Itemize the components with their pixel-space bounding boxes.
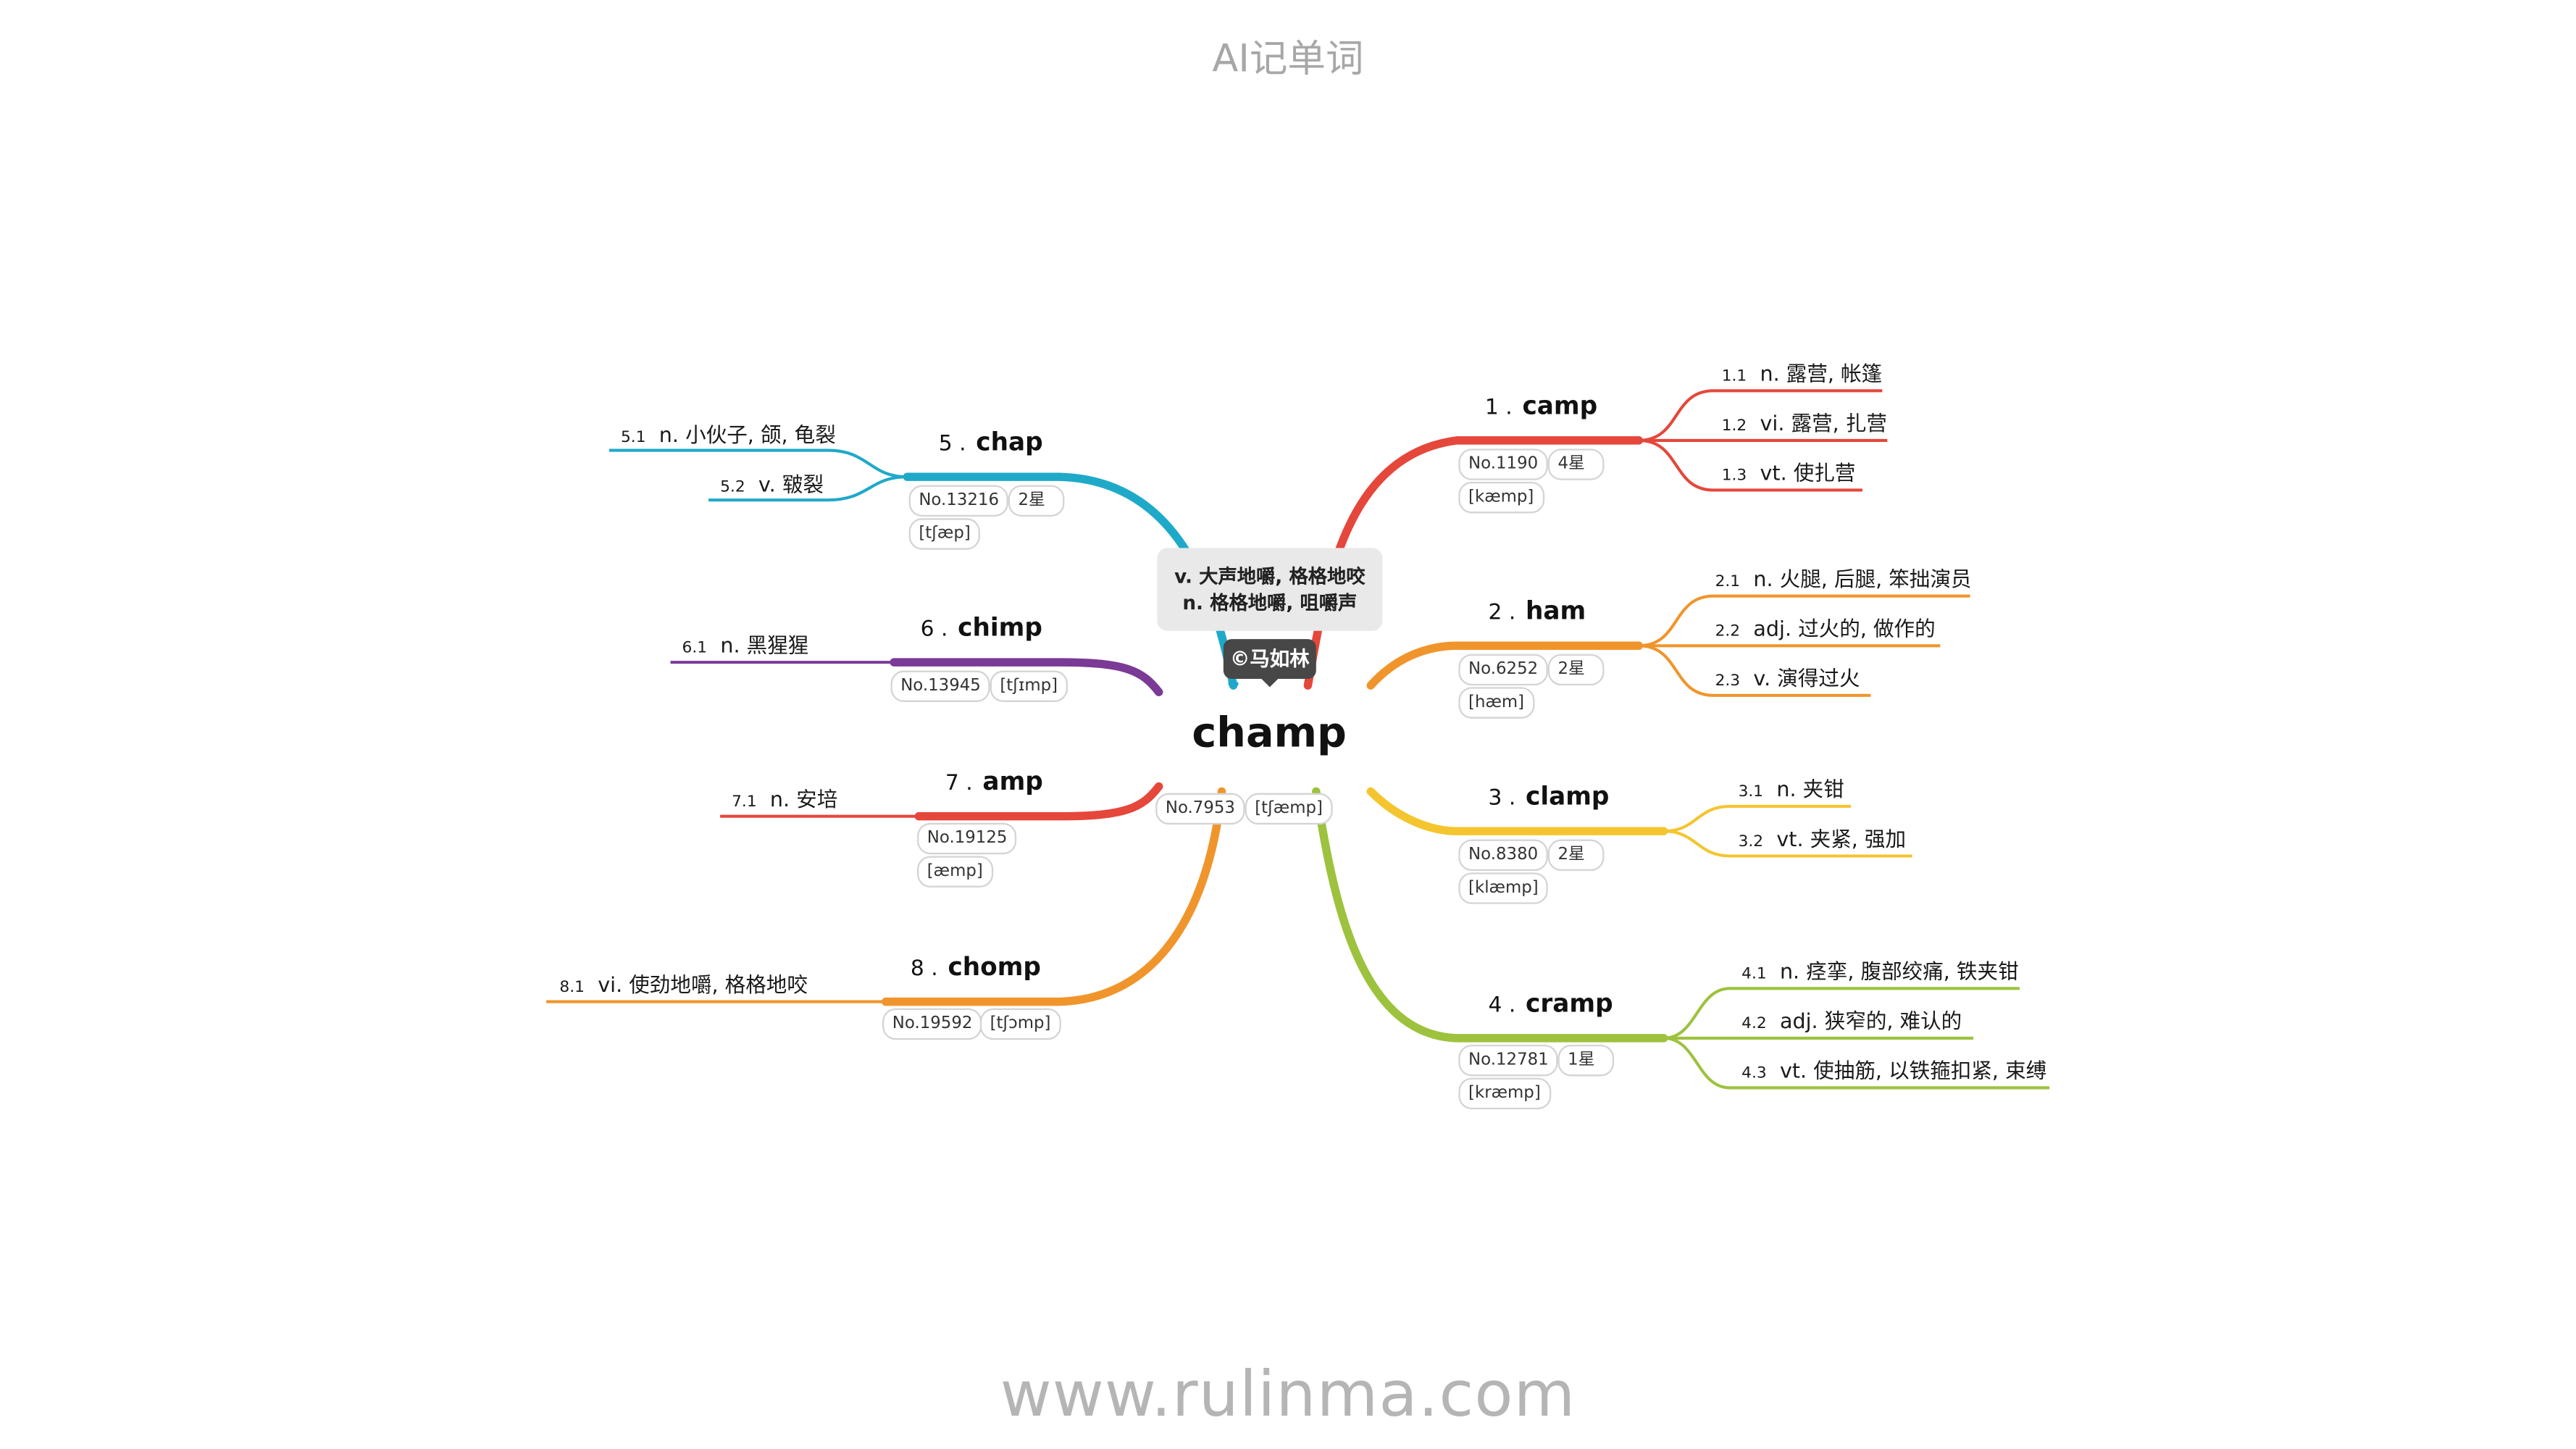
connector-sense-4-1 xyxy=(1663,987,2020,1040)
branch-6-no-pill: No.13945 xyxy=(890,670,991,702)
connector-sense-4-3 xyxy=(1663,1036,2050,1090)
footer-url[interactable]: www.rulinma.com xyxy=(1000,1357,1576,1431)
sense-1-2: 1.2 vi. 露营, 扎营 xyxy=(1721,410,1887,436)
branch-8-phonetic-pill: [tʃɔmp] xyxy=(979,1008,1061,1040)
connector-sense-1-3 xyxy=(1639,438,1862,492)
root-definition-line-1: v. 大声地嚼, 格格地咬 xyxy=(1174,564,1366,588)
branch-8-number: 8 . xyxy=(910,956,938,982)
connector-sense-5-1 xyxy=(609,448,908,479)
branch-2-number: 2 . xyxy=(1488,601,1516,626)
branch-3-number: 3 . xyxy=(1488,786,1516,811)
branch-1-title[interactable]: 1 . camp xyxy=(1485,391,1597,420)
branch-5-number: 5 . xyxy=(938,432,966,457)
branch-4-phonetic-pill: [kræmp] xyxy=(1458,1077,1551,1110)
root-word[interactable]: champ xyxy=(1192,709,1347,757)
sense-1-3: 1.3 vt. 使扎营 xyxy=(1721,460,1856,485)
branch-2-stars-pill: 2星 xyxy=(1547,653,1605,686)
root-phonetic-pill: [tʃæmp] xyxy=(1245,793,1333,825)
branch-5-phonetic-pill: [tʃæp] xyxy=(908,518,981,550)
app-title: AI记单词 xyxy=(1212,38,1364,81)
sense-8-1: 8.1 vi. 使劲地嚼, 格格地咬 xyxy=(559,972,808,997)
branch-6-phonetic-pill: [tʃɪmp] xyxy=(990,670,1068,702)
sense-6-1: 6.1 n. 黑猩猩 xyxy=(682,632,809,658)
sense-1-1: 1.1 n. 露营, 帐篷 xyxy=(1721,361,1883,386)
connector-sense-1-1 xyxy=(1639,389,1883,442)
sense-5-1: 5.1 n. 小伙子, 颌, 龟裂 xyxy=(620,422,836,448)
branch-7-word: amp xyxy=(982,767,1043,797)
branch-1-stars-pill: 4星 xyxy=(1547,448,1605,480)
sense-3-1: 3.1 n. 夹钳 xyxy=(1738,776,1844,802)
branch-8-word: chomp xyxy=(948,952,1041,982)
branch-5-stars-pill: 2星 xyxy=(1008,485,1065,517)
branch-8-no-pill: No.19592 xyxy=(882,1008,983,1040)
root-definition-box: v. 大声地嚼, 格格地咬 n. 格格地嚼, 咀嚼声 xyxy=(1157,548,1383,631)
copyright-badge: ©马如林 xyxy=(1223,639,1316,679)
branch-8-title[interactable]: 8 . chomp xyxy=(911,952,1041,982)
connector-sense-3-2 xyxy=(1663,830,1912,858)
branch-4-title[interactable]: 4 . cramp xyxy=(1488,988,1613,1018)
sense-4-3: 4.3 vt. 使抽筋, 以铁箍扣紧, 束缚 xyxy=(1741,1058,2047,1083)
branch-4-number: 4 . xyxy=(1488,993,1516,1019)
branch-5-title[interactable]: 5 . chap xyxy=(939,427,1043,457)
branch-2-no-pill: No.6252 xyxy=(1458,653,1548,686)
branch-3-stars-pill: 2星 xyxy=(1547,839,1605,872)
connector-branch-2 xyxy=(1366,641,1644,690)
branch-1-word: camp xyxy=(1522,391,1598,421)
connector-sense-2-3 xyxy=(1639,644,1871,697)
connector-branch-8 xyxy=(881,787,1226,1006)
connector-branch-6 xyxy=(890,658,1163,696)
connector-sense-3-1 xyxy=(1663,804,1851,833)
sense-2-1: 2.1 n. 火腿, 后腿, 笨拙演员 xyxy=(1715,566,1972,591)
branch-5-no-pill: No.13216 xyxy=(908,485,1009,517)
branch-1-number: 1 . xyxy=(1484,396,1513,421)
branch-3-phonetic-pill: [klæmp] xyxy=(1458,872,1549,904)
branch-4-word: cramp xyxy=(1526,988,1613,1019)
branch-6-number: 6 . xyxy=(920,617,948,643)
branch-3-no-pill: No.8380 xyxy=(1458,839,1548,872)
sense-7-1: 7.1 n. 安培 xyxy=(732,786,838,811)
branch-1-phonetic-pill: [kæmp] xyxy=(1458,482,1544,514)
connector-branch-7 xyxy=(914,782,1163,821)
sense-3-2: 3.2 vt. 夹紧, 强加 xyxy=(1738,826,1907,851)
branch-5-word: chap xyxy=(976,427,1043,457)
branch-2-phonetic-pill: [hæm] xyxy=(1458,687,1534,719)
branch-1-no-pill: No.1190 xyxy=(1458,448,1548,480)
sense-5-2: 5.2 v. 皲裂 xyxy=(720,472,824,497)
branch-7-number: 7 . xyxy=(945,771,973,797)
sense-4-2: 4.2 adj. 狭窄的, 难认的 xyxy=(1741,1008,1962,1034)
root-definition-line-2: n. 格格地嚼, 咀嚼声 xyxy=(1182,590,1358,614)
copyright-badge-pointer xyxy=(1260,677,1280,688)
branch-6-title[interactable]: 6 . chimp xyxy=(921,613,1042,643)
sense-2-3: 2.3 v. 演得过火 xyxy=(1715,665,1860,690)
branch-2-title[interactable]: 2 . ham xyxy=(1488,596,1586,626)
branch-3-word: clamp xyxy=(1526,781,1610,811)
connector-sense-2-1 xyxy=(1639,594,1970,648)
branch-7-phonetic-pill: [æmp] xyxy=(917,856,993,888)
branch-7-title[interactable]: 7 . amp xyxy=(945,767,1043,796)
sense-4-1: 4.1 n. 痉挛, 腹部绞痛, 铁夹钳 xyxy=(1741,959,2019,984)
sense-2-2: 2.2 adj. 过火的, 做作的 xyxy=(1715,616,1936,641)
branch-7-no-pill: No.19125 xyxy=(917,822,1018,855)
connector-branch-4 xyxy=(1312,787,1668,1043)
branch-6-word: chimp xyxy=(958,612,1042,643)
connector-sense-5-2 xyxy=(708,475,908,502)
connector-branch-3 xyxy=(1366,787,1668,835)
branch-2-word: ham xyxy=(1526,596,1586,626)
branch-4-stars-pill: 1星 xyxy=(1557,1045,1615,1077)
root-number-pill: No.7953 xyxy=(1155,793,1245,825)
branch-3-title[interactable]: 3 . clamp xyxy=(1488,782,1609,811)
branch-4-no-pill: No.12781 xyxy=(1458,1045,1559,1077)
